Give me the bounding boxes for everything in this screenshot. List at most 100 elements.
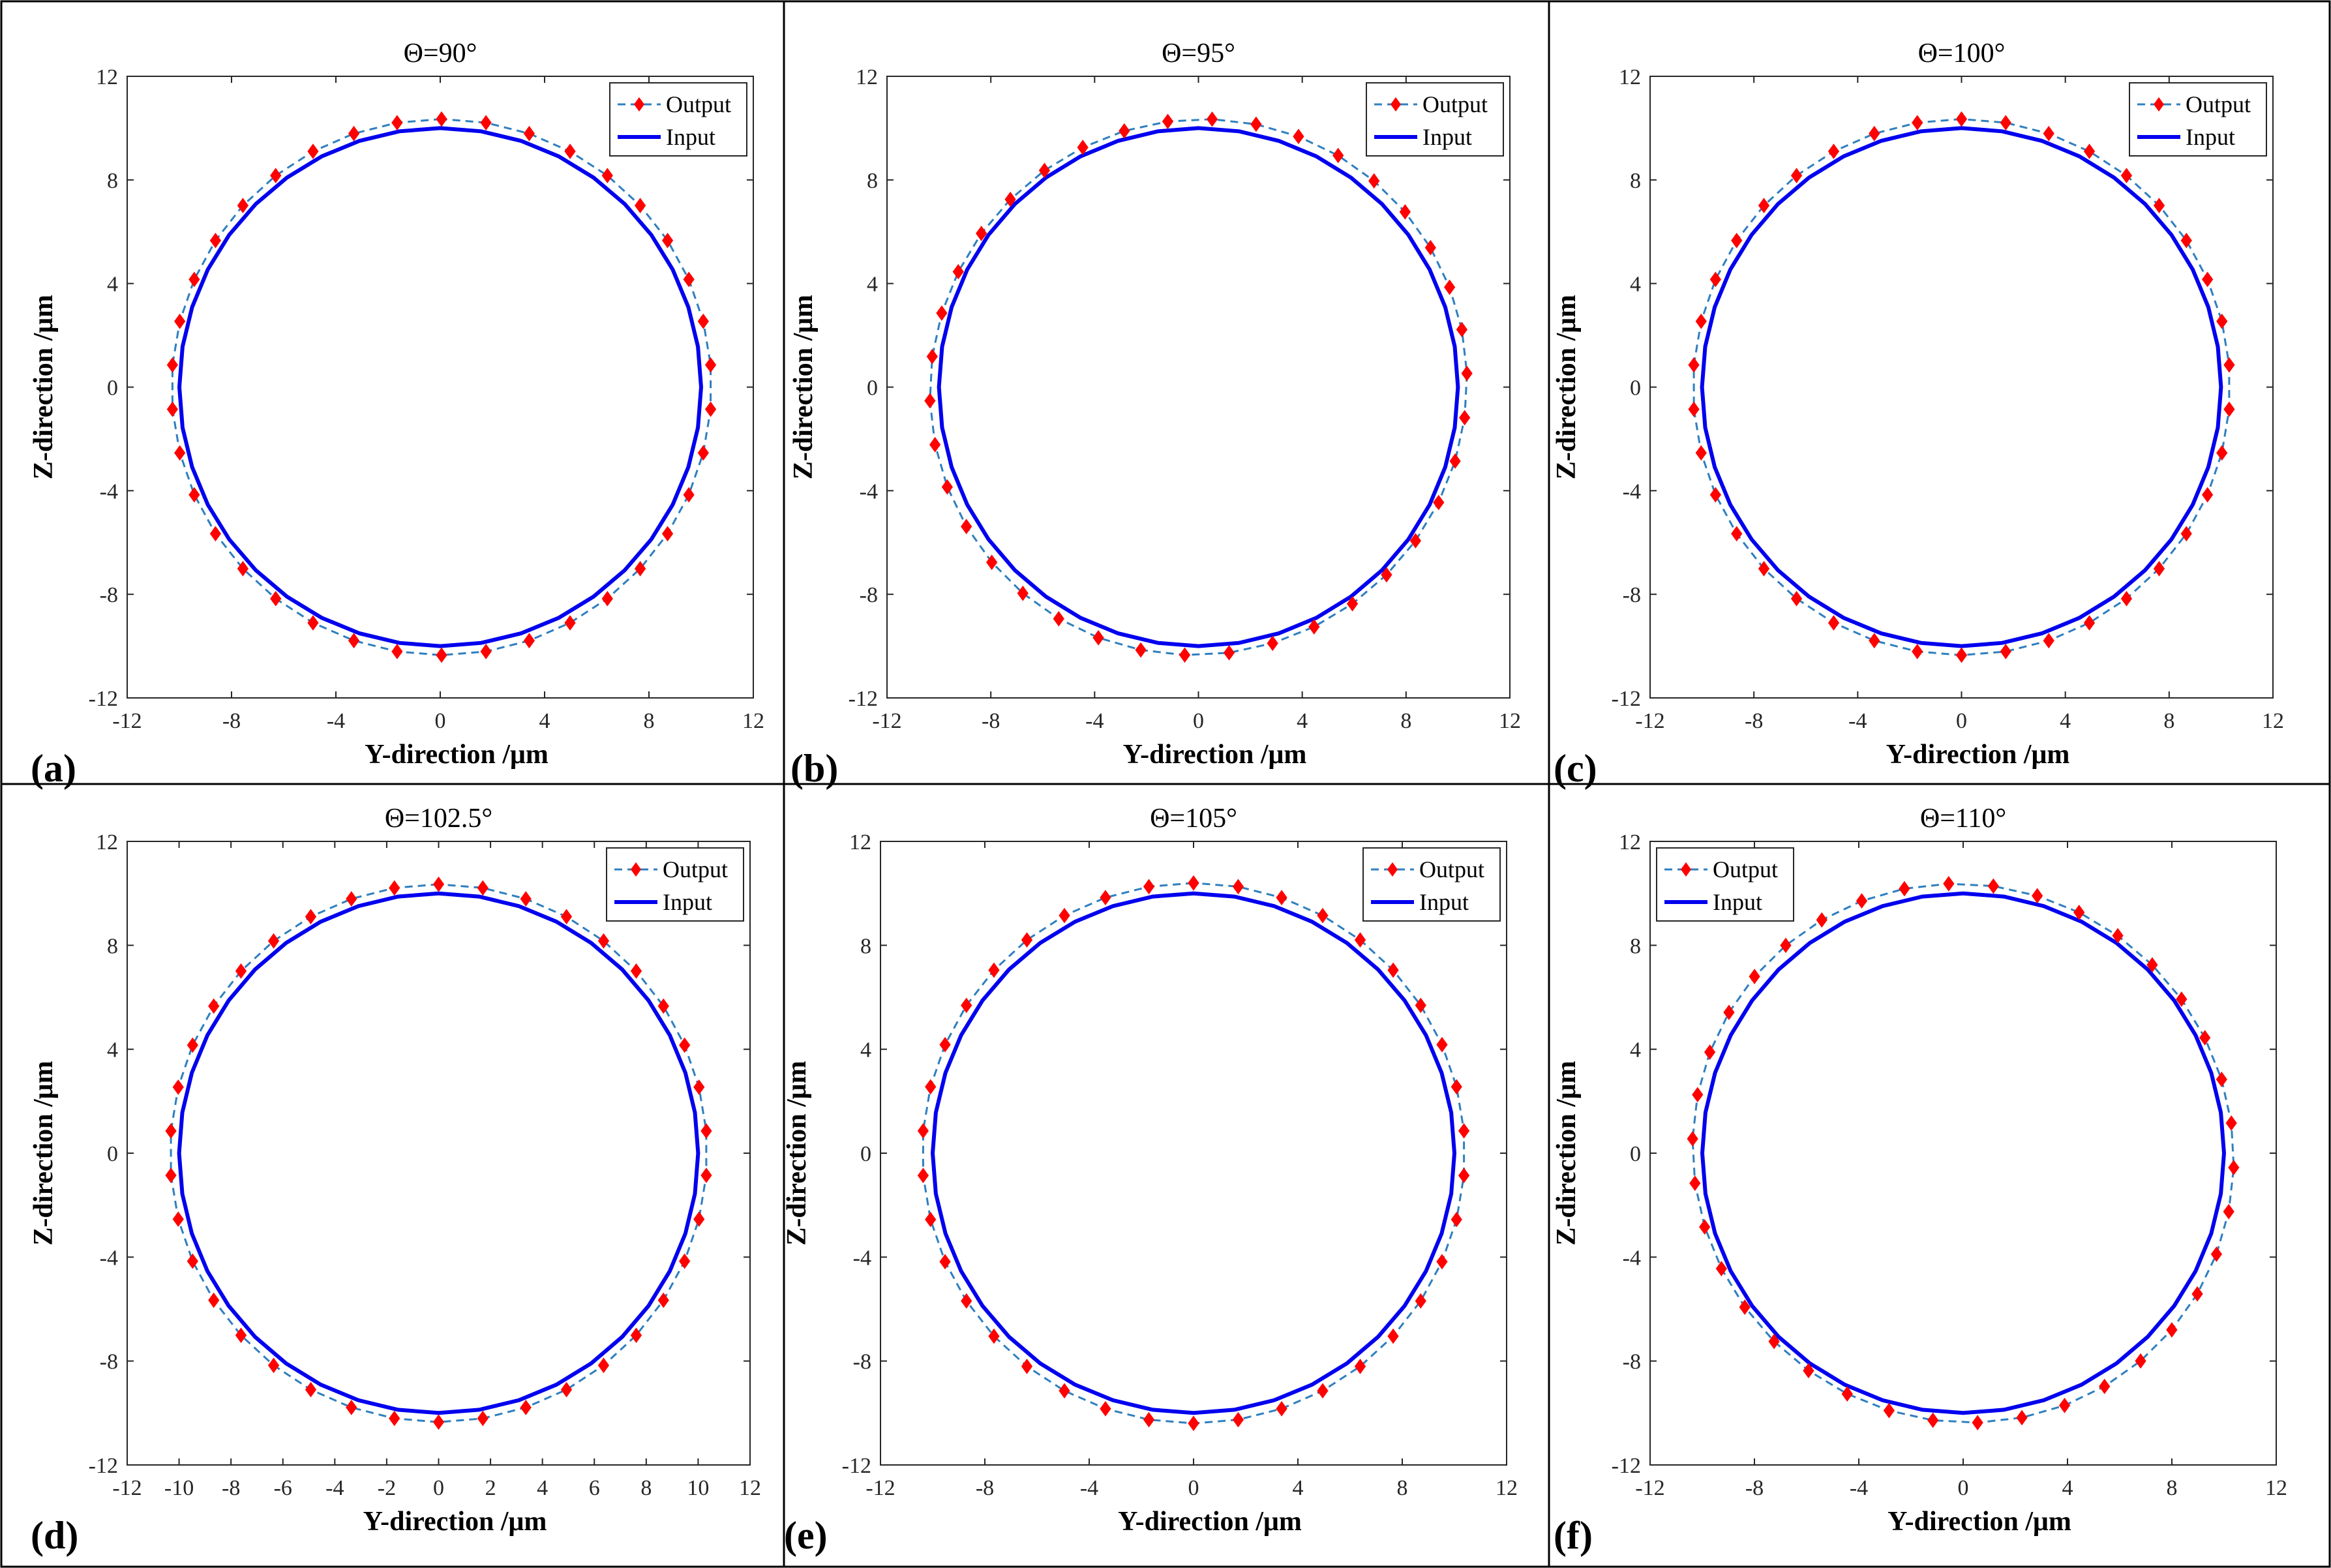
output-marker (1731, 232, 1743, 249)
legend-output-label: Output (1419, 856, 1484, 882)
output-marker (172, 1211, 184, 1228)
output-marker (1387, 1328, 1399, 1344)
output-marker (1869, 125, 1880, 142)
plot-area (1687, 876, 2240, 1430)
output-marker (1856, 893, 1868, 909)
output-marker (683, 271, 695, 288)
output-marker (1927, 1412, 1939, 1428)
output-marker (1912, 115, 1923, 130)
output-marker (1021, 1359, 1033, 1374)
input-series-line (1700, 891, 2227, 1415)
output-marker (2191, 1286, 2203, 1302)
output-marker (1899, 881, 1910, 897)
output-marker (1143, 1411, 1155, 1428)
x-tick-label: 12 (1499, 709, 1521, 733)
legend-box (609, 82, 747, 157)
x-tick-label: -4 (327, 709, 345, 733)
output-marker (2202, 271, 2214, 288)
output-marker (1456, 322, 1468, 338)
output-marker (1135, 642, 1147, 658)
output-marker (976, 226, 987, 241)
legend: Output Input (2129, 82, 2267, 157)
x-tick-label: 0 (1956, 709, 1967, 733)
x-axis-label: Y-direction /μm (1887, 1507, 2071, 1537)
output-marker (597, 1357, 610, 1374)
panel-f: -12 -8 -4 0 4 8 12 -12 -8 -4 0 4 8 12 Θ=110° Y-directio… (1552, 804, 2287, 1557)
legend-output-marker (1387, 862, 1398, 877)
x-tick-label: 8 (2167, 1476, 2178, 1500)
output-marker (700, 1168, 712, 1183)
x-tick-label: -12 (865, 1476, 895, 1500)
output-marker (348, 125, 360, 142)
y-tick-label: 0 (860, 1142, 871, 1166)
output-marker (267, 1357, 280, 1374)
x-axis-label: Y-direction /μm (1886, 740, 2070, 770)
output-marker (2180, 232, 2192, 249)
output-marker (1709, 271, 1721, 288)
y-tick-label: -12 (842, 1454, 871, 1478)
panel-label: (a) (31, 747, 76, 790)
y-tick-label: -8 (853, 1350, 871, 1374)
plot-area (165, 876, 712, 1430)
axes-box (1649, 841, 2277, 1466)
output-marker (1415, 1293, 1426, 1309)
chart-title: Θ=105° (1150, 804, 1237, 834)
output-marker (1790, 168, 1803, 184)
x-tick-label: 4 (539, 709, 550, 733)
y-axis-label: Z-direction /μm (1552, 295, 1582, 479)
output-marker (1059, 907, 1070, 924)
output-marker (1758, 560, 1770, 577)
output-marker (1987, 878, 1999, 894)
output-marker (1399, 204, 1411, 220)
output-marker (2216, 1071, 2227, 1087)
x-tick-label: -8 (222, 1476, 240, 1500)
output-marker (208, 998, 220, 1014)
output-marker (1739, 1299, 1751, 1315)
x-tick-label: 12 (2262, 709, 2284, 733)
x-tick-label: -12 (112, 709, 142, 733)
y-tick-label: -4 (853, 1246, 871, 1270)
legend: Output Input (606, 847, 744, 922)
output-marker (657, 1292, 669, 1308)
output-marker (2216, 313, 2228, 329)
output-marker (2216, 445, 2228, 461)
output-marker (1409, 533, 1421, 549)
y-tick-label: -4 (1623, 479, 1641, 504)
panel-label: (f) (1554, 1514, 1593, 1557)
output-marker (1100, 890, 1111, 906)
output-marker (630, 963, 642, 979)
x-tick-label: -8 (982, 709, 1000, 733)
panel-label: (b) (790, 747, 838, 790)
x-tick-label: -8 (1745, 709, 1763, 733)
output-marker (237, 198, 249, 214)
y-tick-label: 4 (1630, 273, 1641, 297)
output-marker (661, 232, 674, 249)
output-marker (929, 436, 941, 453)
x-tick-label: 0 (1958, 1476, 1969, 1500)
output-marker (2120, 590, 2133, 607)
y-tick-label: -12 (89, 687, 118, 711)
output-marker (941, 479, 953, 495)
x-tick-label: 8 (1400, 709, 1411, 733)
output-marker (1143, 879, 1155, 895)
y-tick-label: -12 (1612, 1454, 1641, 1478)
output-marker (564, 615, 576, 631)
output-marker (2000, 115, 2011, 130)
y-tick-label: -12 (1612, 687, 1641, 711)
output-marker (1451, 1079, 1462, 1095)
legend-output-label: Output (666, 91, 731, 117)
output-marker (939, 1254, 951, 1270)
axes-box (1649, 76, 2274, 699)
output-marker (564, 143, 576, 159)
output-marker (1816, 912, 1827, 928)
output-marker (391, 644, 403, 659)
output-marker (2016, 1410, 2028, 1426)
output-marker (2032, 888, 2043, 904)
output-marker (1461, 365, 1473, 382)
output-marker (1059, 1383, 1070, 1399)
output-marker (1276, 890, 1287, 906)
output-marker (523, 633, 535, 649)
x-tick-label: 10 (687, 1476, 709, 1500)
output-marker (2146, 957, 2158, 973)
output-marker (391, 115, 403, 130)
